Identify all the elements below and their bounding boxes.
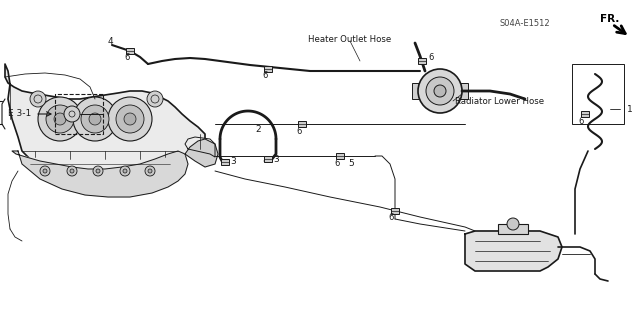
Text: 3: 3	[230, 158, 236, 167]
Text: 5: 5	[348, 159, 354, 167]
Bar	[126, 48, 134, 54]
Text: 6: 6	[428, 54, 433, 63]
Text: FR.: FR.	[600, 14, 620, 24]
Circle shape	[89, 113, 101, 125]
Polygon shape	[465, 231, 562, 271]
Bar	[55, 94, 103, 134]
Circle shape	[116, 105, 144, 133]
Bar	[336, 153, 344, 159]
Circle shape	[145, 166, 155, 176]
Circle shape	[120, 166, 130, 176]
Bar	[264, 156, 272, 162]
Circle shape	[54, 113, 66, 125]
Polygon shape	[5, 64, 205, 179]
Text: Heater Outlet Hose: Heater Outlet Hose	[308, 34, 391, 43]
Circle shape	[148, 169, 152, 173]
Circle shape	[70, 169, 74, 173]
Bar	[221, 159, 229, 165]
Text: 6: 6	[388, 213, 394, 222]
Circle shape	[96, 169, 100, 173]
Circle shape	[73, 97, 117, 141]
Bar	[572, 64, 624, 124]
Text: 3: 3	[273, 154, 279, 164]
Circle shape	[147, 91, 163, 107]
Text: 6: 6	[296, 127, 301, 136]
Text: 6: 6	[334, 159, 339, 167]
Bar	[412, 83, 468, 99]
Circle shape	[67, 166, 77, 176]
Polygon shape	[185, 139, 218, 167]
Bar	[498, 224, 528, 234]
Circle shape	[434, 85, 446, 97]
Bar	[418, 58, 426, 64]
Text: 6: 6	[262, 71, 268, 80]
Text: 1: 1	[627, 105, 633, 114]
Circle shape	[93, 166, 103, 176]
Bar	[264, 66, 272, 72]
Circle shape	[426, 77, 454, 105]
Text: 2: 2	[255, 124, 260, 133]
Bar	[581, 111, 589, 117]
Circle shape	[40, 166, 50, 176]
Circle shape	[507, 218, 519, 230]
Text: 6: 6	[578, 116, 584, 125]
Circle shape	[30, 91, 46, 107]
Circle shape	[418, 69, 462, 113]
Circle shape	[124, 113, 136, 125]
Circle shape	[64, 106, 80, 122]
Text: Radiator Lower Hose: Radiator Lower Hose	[455, 97, 544, 106]
Circle shape	[123, 169, 127, 173]
Circle shape	[81, 105, 109, 133]
Circle shape	[46, 105, 74, 133]
Circle shape	[43, 169, 47, 173]
Text: 6: 6	[124, 54, 129, 63]
Text: 4: 4	[108, 36, 114, 46]
Text: S04A-E1512: S04A-E1512	[500, 19, 550, 28]
Circle shape	[38, 97, 82, 141]
Polygon shape	[12, 151, 188, 197]
Bar	[298, 121, 306, 127]
Text: E 3-1: E 3-1	[8, 109, 31, 118]
Bar	[391, 208, 399, 214]
Circle shape	[108, 97, 152, 141]
